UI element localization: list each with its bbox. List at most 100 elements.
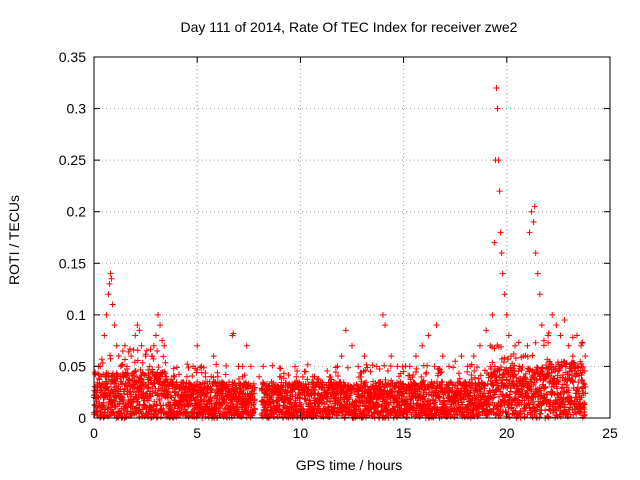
noise-point bbox=[473, 387, 480, 394]
data-point bbox=[487, 342, 494, 349]
y-tick-label: 0.35 bbox=[59, 49, 86, 65]
noise-point bbox=[121, 356, 128, 363]
data-point bbox=[446, 363, 453, 370]
data-point bbox=[161, 342, 168, 349]
noise-point bbox=[579, 339, 586, 346]
data-point bbox=[260, 363, 267, 370]
noise-point bbox=[160, 353, 167, 360]
noise-point bbox=[437, 369, 444, 376]
noise-point bbox=[292, 363, 299, 370]
data-point bbox=[256, 373, 263, 380]
noise-point bbox=[139, 359, 146, 366]
noise-point bbox=[466, 389, 473, 396]
data-point bbox=[342, 327, 349, 334]
noise-point bbox=[340, 379, 347, 386]
noise-point bbox=[324, 367, 331, 374]
noise-point bbox=[147, 346, 154, 353]
noise-point bbox=[181, 403, 188, 410]
noise-point bbox=[134, 357, 141, 364]
data-point bbox=[406, 363, 413, 370]
data-point bbox=[293, 373, 300, 380]
data-point bbox=[361, 353, 368, 360]
noise-point bbox=[95, 370, 102, 377]
noise-point bbox=[387, 363, 394, 370]
noise-point bbox=[581, 367, 588, 374]
noise-point bbox=[455, 370, 462, 377]
noise-point bbox=[469, 379, 476, 386]
data-point bbox=[439, 353, 446, 360]
data-point bbox=[148, 353, 155, 360]
noise-point bbox=[501, 354, 508, 361]
noise-point bbox=[383, 398, 390, 405]
noise-point bbox=[277, 365, 284, 372]
noise-point bbox=[156, 398, 163, 404]
noise-point bbox=[557, 413, 564, 420]
data-point bbox=[108, 275, 115, 282]
noise-point bbox=[240, 387, 247, 394]
noise-point bbox=[513, 374, 520, 381]
noise-point bbox=[251, 384, 258, 391]
noise-point bbox=[104, 383, 111, 390]
noise-point bbox=[304, 376, 311, 383]
noise-point bbox=[330, 386, 337, 393]
noise-point bbox=[424, 362, 431, 369]
data-point bbox=[520, 353, 527, 360]
data-point bbox=[128, 353, 135, 360]
noise-point bbox=[498, 343, 505, 350]
data-point bbox=[516, 363, 523, 370]
noise-point bbox=[582, 383, 589, 390]
noise-point bbox=[524, 353, 531, 360]
noise-point bbox=[481, 385, 488, 392]
noise-point bbox=[125, 348, 132, 355]
noise-point bbox=[575, 379, 582, 386]
data-point bbox=[285, 384, 292, 391]
noise-point bbox=[532, 339, 539, 346]
noise-point bbox=[498, 355, 505, 362]
data-point bbox=[183, 373, 190, 380]
noise-point bbox=[436, 365, 443, 372]
data-point bbox=[578, 342, 585, 349]
data-point bbox=[115, 353, 122, 360]
data-point bbox=[138, 342, 145, 349]
noise-point bbox=[197, 411, 204, 418]
noise-point bbox=[193, 394, 200, 401]
noise-point bbox=[438, 385, 445, 392]
noise-point bbox=[154, 347, 161, 354]
noise-point bbox=[423, 369, 430, 376]
data-point bbox=[419, 342, 426, 349]
y-tick-label: 0.05 bbox=[59, 358, 86, 374]
noise-point bbox=[162, 370, 169, 377]
data-point bbox=[499, 270, 506, 277]
noise-point bbox=[147, 393, 154, 400]
data-point bbox=[157, 322, 164, 329]
y-tick-label: 0.2 bbox=[67, 204, 87, 220]
noise-point bbox=[173, 364, 180, 371]
data-point bbox=[470, 353, 477, 360]
data-point bbox=[367, 368, 374, 375]
noise-point bbox=[155, 364, 162, 371]
noise-point bbox=[519, 363, 526, 370]
data-point bbox=[177, 384, 184, 391]
data-point bbox=[495, 157, 502, 164]
noise-point bbox=[558, 385, 565, 392]
noise-point bbox=[563, 360, 570, 367]
data-point bbox=[239, 373, 246, 380]
noise-point bbox=[124, 370, 131, 377]
dense-noise-band bbox=[91, 330, 589, 421]
noise-point bbox=[223, 362, 230, 369]
noise-point bbox=[167, 404, 174, 411]
data-point bbox=[536, 291, 543, 298]
noise-point bbox=[304, 361, 311, 368]
data-point bbox=[159, 337, 166, 344]
noise-point bbox=[170, 365, 177, 372]
noise-point bbox=[523, 378, 530, 385]
noise-point bbox=[542, 383, 549, 390]
noise-point bbox=[581, 411, 588, 418]
noise-point bbox=[363, 361, 370, 368]
data-point bbox=[198, 363, 205, 370]
noise-point bbox=[223, 399, 230, 406]
x-tick-label: 20 bbox=[499, 425, 515, 441]
x-tick-label: 25 bbox=[602, 425, 618, 441]
data-point bbox=[210, 353, 217, 360]
data-point bbox=[136, 327, 143, 334]
